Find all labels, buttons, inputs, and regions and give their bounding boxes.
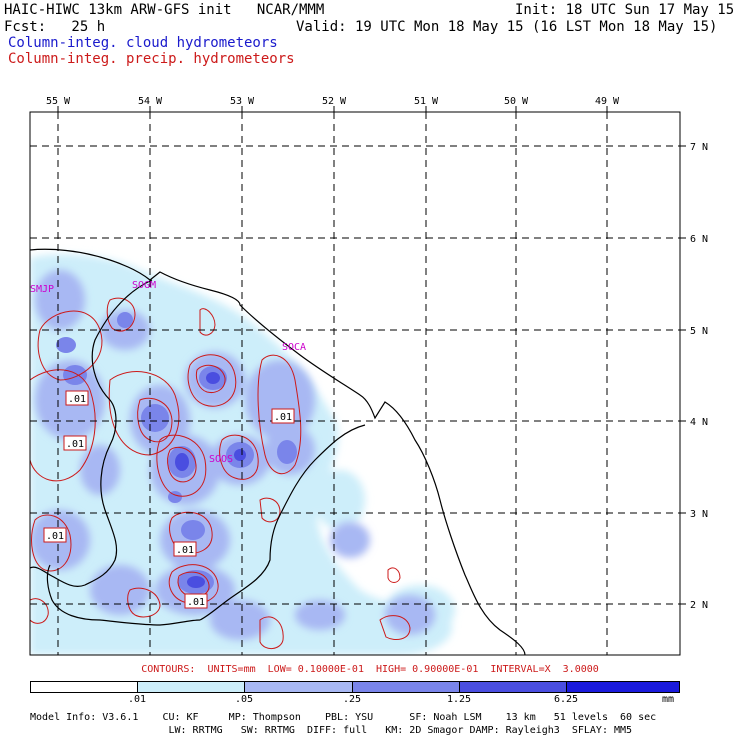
station-labels: SMJP SOGM SOCA SOOS (30, 280, 306, 465)
lon-label: 50 W (504, 96, 529, 107)
forecast-hour: Fcst: 25 h (4, 19, 106, 35)
plot-title: HAIC-HIWC 13km ARW-GFS init NCAR/MMM (4, 2, 325, 18)
model-info-line-1: Model Info: V3.6.1 CU: KF MP: Thompson P… (30, 712, 657, 723)
colorbar-tick: .25 (342, 694, 362, 705)
contour-label: .01 (274, 412, 292, 423)
lon-label: 52 W (322, 96, 347, 107)
contour-value-labels: .01 .01 .01 .01 .01 .01 (43, 390, 295, 609)
lon-label: 49 W (595, 96, 620, 107)
lat-label: 5 N (690, 326, 708, 337)
colorbar-cell-3 (352, 681, 460, 693)
colorbar-tick: .05 (234, 694, 254, 705)
colorbar-unit: mm (661, 694, 675, 705)
contours-info: CONTOURS: UNITS=mm LOW= 0.10000E-01 HIGH… (141, 664, 599, 675)
init-time: Init: 18 UTC Sun 17 May 15 (515, 2, 735, 18)
colorbar-tick: 1.25 (446, 694, 472, 705)
lat-label: 6 N (690, 234, 708, 245)
contour-label: .01 (176, 545, 194, 556)
contour-label: .01 (68, 394, 86, 405)
lon-label: 54 W (138, 96, 163, 107)
latitude-labels: 7 N 6 N 5 N 4 N 3 N 2 N (690, 142, 708, 611)
cloud-field-label: Column-integ. cloud hydrometeors (8, 35, 278, 51)
map-frame (29, 111, 681, 656)
colorbar-tick: 6.25 (553, 694, 579, 705)
shaded-field (30, 112, 680, 655)
shade-level-4 (175, 372, 246, 588)
longitude-labels: 55 W 54 W 53 W 52 W 51 W 50 W 49 W (46, 96, 620, 107)
contour-label: .01 (46, 531, 64, 542)
lat-label: 4 N (690, 417, 708, 428)
colorbar-cell-1 (137, 681, 245, 693)
precip-contours (30, 297, 411, 649)
coastline-borders (30, 248, 526, 655)
contour-label: .01 (66, 439, 84, 450)
lon-label: 55 W (46, 96, 71, 107)
station-smjp: SMJP (30, 284, 54, 295)
valid-time: Valid: 19 UTC Mon 18 May 15 (16 LST Mon … (296, 19, 718, 35)
colorbar-cell-2 (244, 681, 353, 693)
lon-label: 53 W (230, 96, 255, 107)
colorbar-tick: .01 (127, 694, 147, 705)
colorbar-cell-4 (459, 681, 567, 693)
axis-ticks (57, 106, 686, 605)
model-info-line-2: LW: RRTMG SW: RRTMG DIFF: full KM: 2D Sm… (30, 725, 633, 736)
latlon-grid (30, 112, 680, 655)
lat-label: 7 N (690, 142, 708, 153)
contour-label: .01 (187, 597, 205, 608)
lat-label: 2 N (690, 600, 708, 611)
lat-label: 3 N (690, 509, 708, 520)
station-sogm: SOGM (132, 280, 156, 291)
colorbar-cell-0 (30, 681, 138, 693)
colorbar-cell-5 (566, 681, 680, 693)
station-soos: SOOS (209, 454, 233, 465)
lon-label: 51 W (414, 96, 439, 107)
precip-field-label: Column-integ. precip. hydrometeors (8, 51, 295, 67)
station-soca: SOCA (282, 342, 306, 353)
